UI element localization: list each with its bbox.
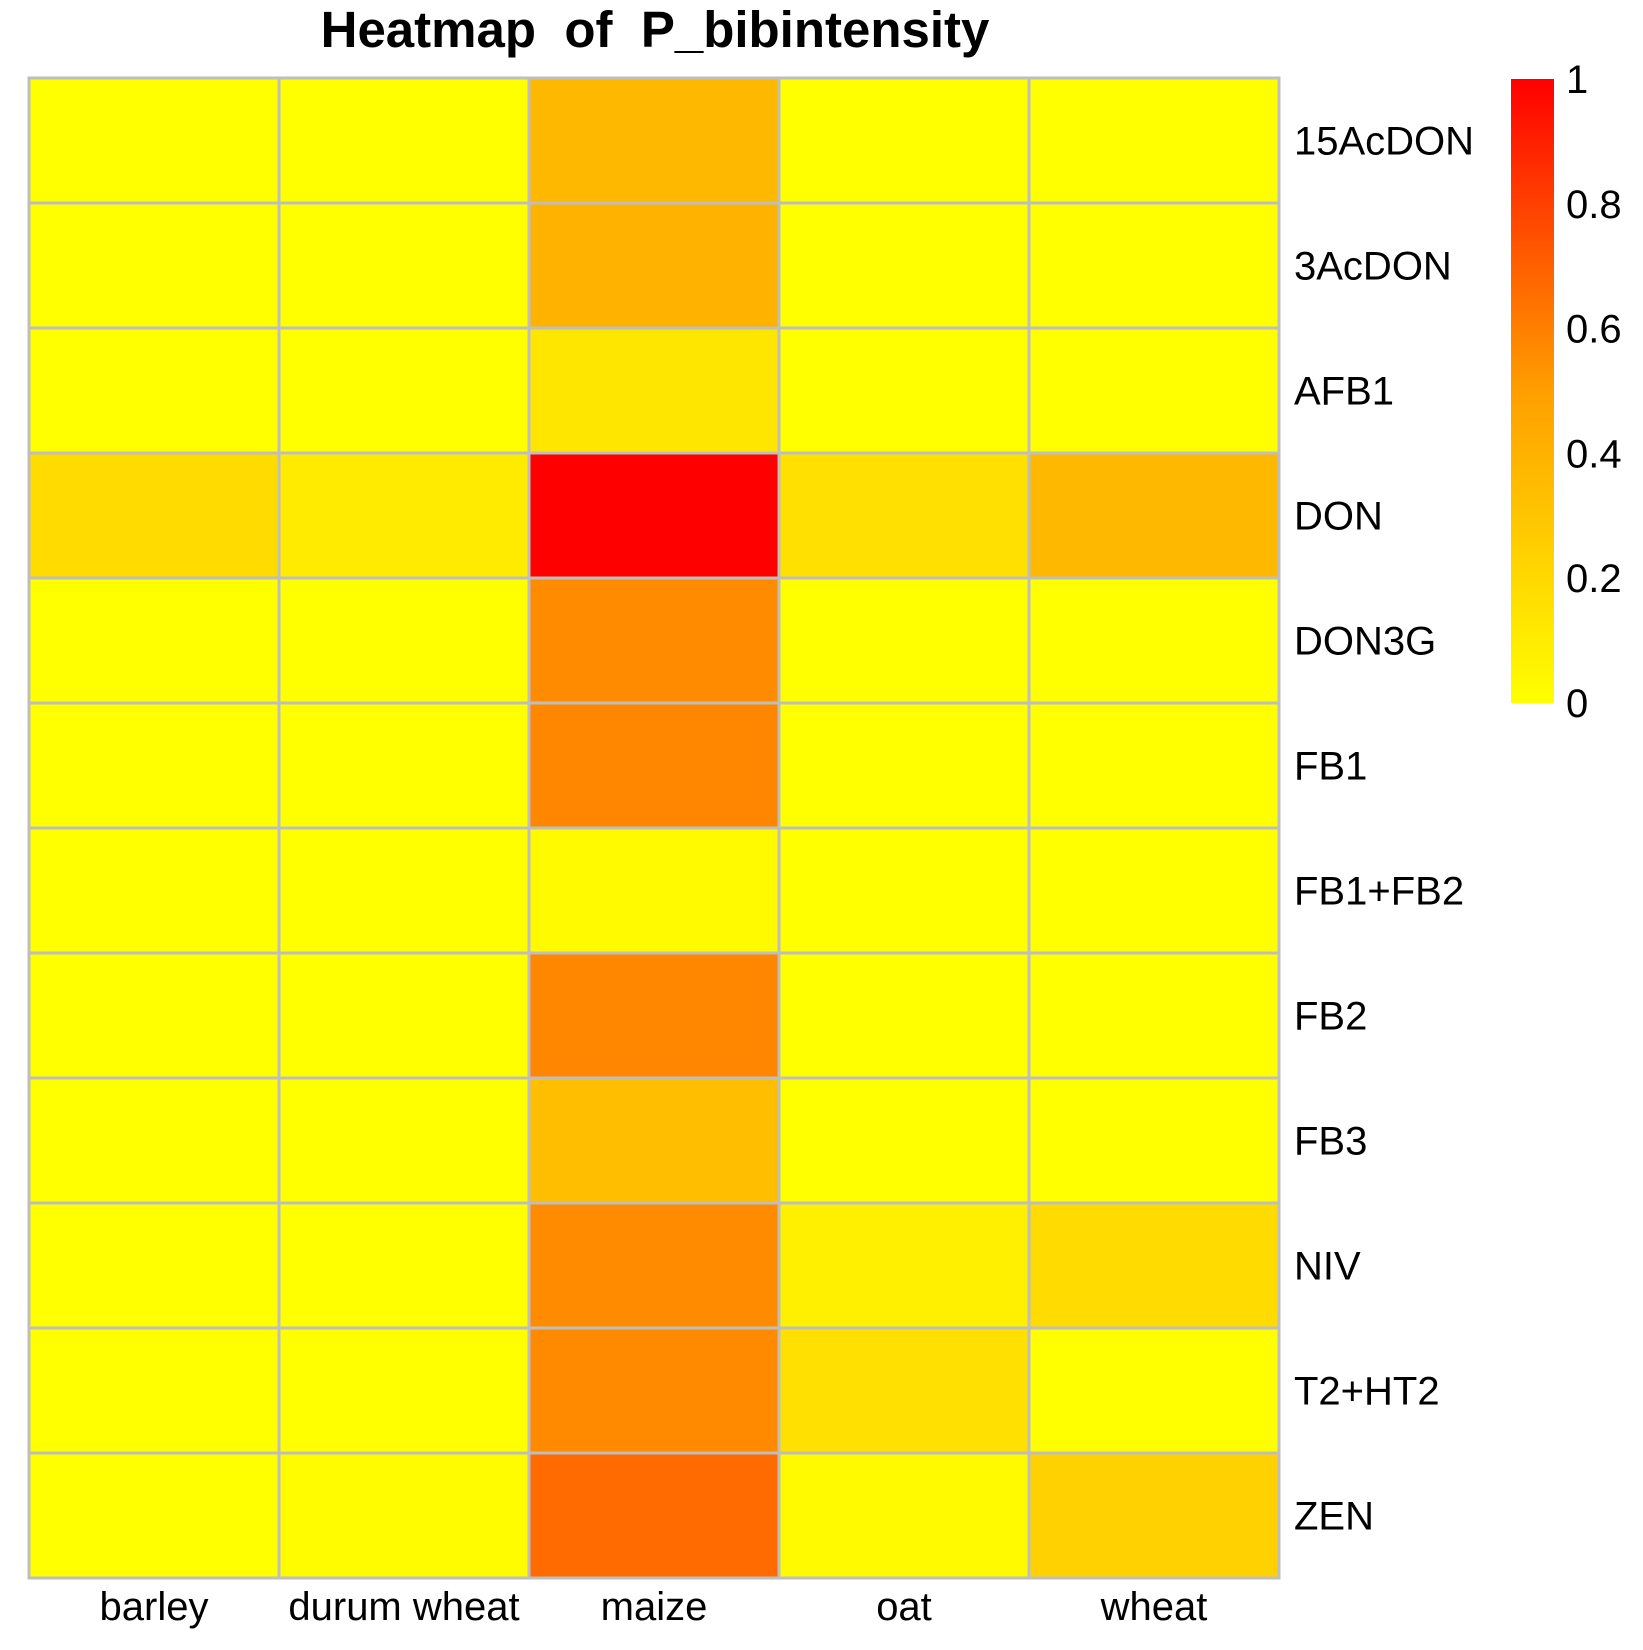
- heatmap-cell-ZEN-barley: [27, 1451, 281, 1580]
- heatmap-cell-FB1+FB2-oat: [777, 826, 1031, 955]
- heatmap-cell-NIV-maize: [527, 1201, 781, 1330]
- legend-tick-label: 0.4: [1566, 432, 1622, 476]
- column-label: barley: [100, 1585, 209, 1629]
- heatmap-cell-FB1+FB2-durum-wheat: [277, 826, 531, 955]
- row-label: 3AcDON: [1294, 245, 1452, 289]
- heatmap-cell-FB2-durum-wheat: [277, 951, 531, 1080]
- row-label: FB2: [1294, 995, 1367, 1039]
- heatmap-cell-FB1-barley: [27, 701, 281, 830]
- heatmap-cell-DON3G-durum-wheat: [277, 576, 531, 705]
- column-label: durum wheat: [288, 1585, 519, 1629]
- heatmap-cell-3AcDON-barley: [27, 201, 281, 330]
- column-labels: barley durum wheat maize oat wheat: [100, 1585, 1208, 1629]
- heatmap-cell-NIV-barley: [27, 1201, 281, 1330]
- heatmap-cell-DON-maize: [527, 451, 781, 580]
- heatmap-cell-3AcDON-wheat: [1027, 201, 1281, 330]
- heatmap-cell-ZEN-maize: [527, 1451, 781, 1580]
- heatmap-cell-3AcDON-oat: [777, 201, 1031, 330]
- heatmap-cell-FB3-durum-wheat: [277, 1076, 531, 1205]
- heatmap-cell-FB1+FB2-wheat: [1027, 826, 1281, 955]
- heatmap-cell-FB1-durum-wheat: [277, 701, 531, 830]
- heatmap-cell-ZEN-oat: [777, 1451, 1031, 1580]
- heatmap-cell-DON-barley: [27, 451, 281, 580]
- heatmap-cell-AFB1-maize: [527, 326, 781, 455]
- row-label: NIV: [1294, 1245, 1361, 1289]
- heatmap-cell-T2+HT2-oat: [777, 1326, 1031, 1455]
- heatmap-cell-15AcDON-wheat: [1027, 76, 1281, 205]
- heatmap-cell-T2+HT2-barley: [27, 1326, 281, 1455]
- heatmap-cell-15AcDON-oat: [777, 76, 1031, 205]
- heatmap-cell-FB2-oat: [777, 951, 1031, 1080]
- legend-tick-label: 0: [1566, 682, 1588, 726]
- column-label: oat: [876, 1585, 932, 1629]
- legend-tick-label: 0.2: [1566, 557, 1622, 601]
- heatmap-cell-FB1-oat: [777, 701, 1031, 830]
- heatmap-cell-3AcDON-durum-wheat: [277, 201, 531, 330]
- heatmap-cell-T2+HT2-durum-wheat: [277, 1326, 531, 1455]
- row-label: DON: [1294, 495, 1383, 539]
- heatmap-cell-AFB1-durum-wheat: [277, 326, 531, 455]
- heatmap-cell-ZEN-durum-wheat: [277, 1451, 531, 1580]
- heatmap-cell-DON-durum-wheat: [277, 451, 531, 580]
- row-label: AFB1: [1294, 370, 1394, 414]
- heatmap-cell-FB2-wheat: [1027, 951, 1281, 1080]
- heatmap-cell-FB1-maize: [527, 701, 781, 830]
- heatmap-cell-DON-wheat: [1027, 451, 1281, 580]
- row-label: FB1+FB2: [1294, 870, 1464, 914]
- heatmap-cell-15AcDON-durum-wheat: [277, 76, 531, 205]
- heatmap-cell-FB1+FB2-barley: [27, 826, 281, 955]
- heatmap-cell-ZEN-wheat: [1027, 1451, 1281, 1580]
- heatmap-cell-FB3-maize: [527, 1076, 781, 1205]
- heatmap-cell-15AcDON-barley: [27, 76, 281, 205]
- column-label: wheat: [1100, 1585, 1208, 1629]
- row-labels: 15AcDON 3AcDON AFB1 DON DON3G FB1 FB1+FB2 FB2 FB…: [1294, 120, 1474, 1539]
- legend-tick-labels: 1 0.8 0.6 0.4 0.2 0: [1566, 58, 1622, 726]
- heatmap-cell-FB1+FB2-maize: [527, 826, 781, 955]
- heatmap-cell-NIV-wheat: [1027, 1201, 1281, 1330]
- heatmap-cell-FB2-barley: [27, 951, 281, 1080]
- legend-tick-label: 1: [1566, 58, 1588, 102]
- heatmap-cell-15AcDON-maize: [527, 76, 781, 205]
- row-label: FB3: [1294, 1120, 1367, 1164]
- row-label: T2+HT2: [1294, 1370, 1440, 1414]
- heatmap-cell-FB1-wheat: [1027, 701, 1281, 830]
- heatmap-cell-DON3G-oat: [777, 576, 1031, 705]
- heatmap-cell-AFB1-barley: [27, 326, 281, 455]
- heatmap-cell-NIV-oat: [777, 1201, 1031, 1330]
- heatmap-cell-3AcDON-maize: [527, 201, 781, 330]
- heatmap-cell-FB2-maize: [527, 951, 781, 1080]
- legend-tick-label: 0.6: [1566, 308, 1622, 352]
- row-label: DON3G: [1294, 620, 1436, 664]
- heatmap-cell-FB3-oat: [777, 1076, 1031, 1205]
- heatmap-cell-DON3G-wheat: [1027, 576, 1281, 705]
- heatmap-cell-DON3G-maize: [527, 576, 781, 705]
- heatmap-cell-DON3G-barley: [27, 576, 281, 705]
- chart-title: Heatmap of P_bibintensity: [321, 1, 990, 58]
- heatmap-cell-AFB1-oat: [777, 326, 1031, 455]
- heatmap-cell-T2+HT2-maize: [527, 1326, 781, 1455]
- heatmap-cell-T2+HT2-wheat: [1027, 1326, 1281, 1455]
- heatmap-cell-NIV-durum-wheat: [277, 1201, 531, 1330]
- heatmap-cells: [27, 76, 1281, 1580]
- color-legend: 1 0.8 0.6 0.4 0.2 0: [1511, 58, 1622, 726]
- heatmap-cell-AFB1-wheat: [1027, 326, 1281, 455]
- legend-tick-label: 0.8: [1566, 183, 1622, 227]
- heatmap-cell-FB3-wheat: [1027, 1076, 1281, 1205]
- heatmap-cell-DON-oat: [777, 451, 1031, 580]
- legend-colorbar: [1511, 79, 1554, 703]
- heatmap-cell-FB3-barley: [27, 1076, 281, 1205]
- row-label: 15AcDON: [1294, 120, 1474, 164]
- column-label: maize: [601, 1585, 708, 1629]
- row-label: FB1: [1294, 745, 1367, 789]
- row-label: ZEN: [1294, 1495, 1374, 1539]
